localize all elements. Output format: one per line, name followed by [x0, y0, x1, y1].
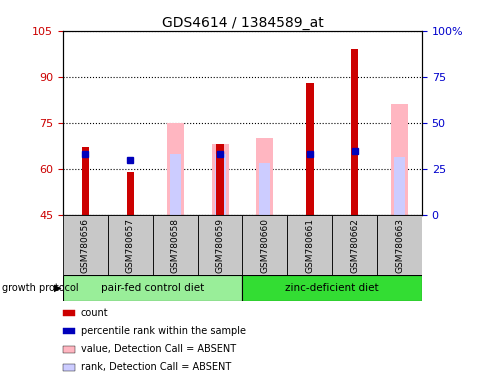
Bar: [211, 144, 228, 215]
Bar: [169, 154, 181, 215]
Bar: [214, 154, 225, 215]
Text: GSM780658: GSM780658: [170, 218, 180, 273]
Text: growth protocol: growth protocol: [2, 283, 79, 293]
Bar: [216, 144, 224, 215]
Text: GSM780662: GSM780662: [349, 218, 359, 273]
Bar: [259, 163, 270, 215]
Bar: [107, 215, 152, 275]
Text: GSM780656: GSM780656: [81, 218, 90, 273]
Bar: [390, 104, 407, 215]
Text: percentile rank within the sample: percentile rank within the sample: [81, 326, 245, 336]
Bar: [126, 172, 134, 215]
Text: rank, Detection Call = ABSENT: rank, Detection Call = ABSENT: [81, 362, 231, 372]
Bar: [63, 275, 242, 301]
Text: value, Detection Call = ABSENT: value, Detection Call = ABSENT: [81, 344, 236, 354]
Bar: [152, 215, 197, 275]
Text: GSM780659: GSM780659: [215, 218, 224, 273]
Text: GSM780657: GSM780657: [125, 218, 135, 273]
Bar: [287, 215, 332, 275]
Bar: [242, 275, 421, 301]
Text: GSM780661: GSM780661: [304, 218, 314, 273]
Text: pair-fed control diet: pair-fed control diet: [101, 283, 204, 293]
Text: ▶: ▶: [53, 283, 61, 293]
Text: zinc-deficient diet: zinc-deficient diet: [285, 283, 378, 293]
Bar: [166, 123, 183, 215]
Title: GDS4614 / 1384589_at: GDS4614 / 1384589_at: [161, 16, 323, 30]
Bar: [197, 215, 242, 275]
Bar: [242, 215, 287, 275]
Bar: [350, 49, 358, 215]
Bar: [376, 215, 421, 275]
Bar: [332, 215, 377, 275]
Bar: [393, 157, 404, 215]
Text: GSM780663: GSM780663: [394, 218, 403, 273]
Bar: [63, 215, 107, 275]
Bar: [305, 83, 313, 215]
Bar: [256, 138, 273, 215]
Bar: [81, 147, 89, 215]
Text: GSM780660: GSM780660: [260, 218, 269, 273]
Text: count: count: [81, 308, 108, 318]
